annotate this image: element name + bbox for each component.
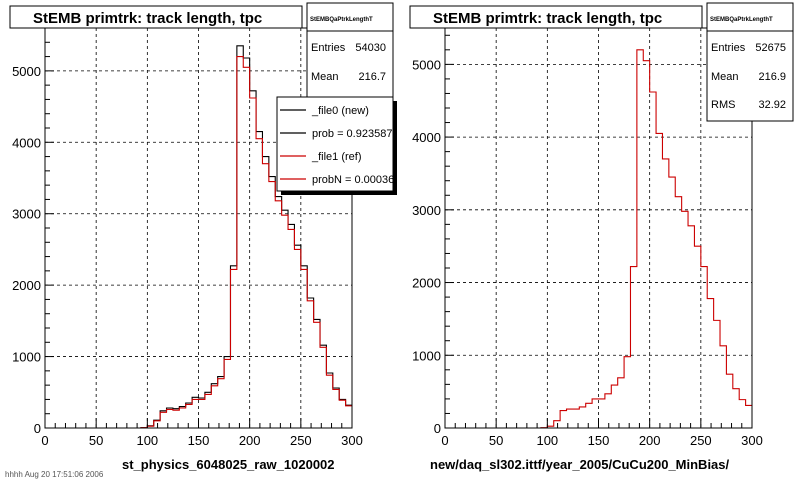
right-y-tick-label: 4000 <box>412 130 441 145</box>
left-stats-mean-value: 216.7 <box>358 71 386 83</box>
right-x-tick-label: 50 <box>489 433 503 448</box>
left-histogram-panel: 0 50 100 150 200 250 300010002000300040005000 … <box>9 2 397 472</box>
right-x-tick-label: 250 <box>690 433 712 448</box>
footer-timestamp: hhhh Aug 20 17:51:06 2006 <box>5 470 104 479</box>
right-y-tick-label: 1000 <box>412 348 441 363</box>
left-stats-entries-label: Entries <box>311 42 346 54</box>
right-stats-rms-value: 32.92 <box>758 99 786 111</box>
left-legend: _file0 (new) prob = 0.923587 _file1 (ref… <box>276 96 397 195</box>
right-x-tick-label: 0 <box>441 433 448 448</box>
left-x-tick-label: 0 <box>41 433 48 448</box>
right-x-tick-label: 150 <box>588 433 610 448</box>
left-x-tick-label: 250 <box>290 433 312 448</box>
right-x-tick-label: 300 <box>741 433 763 448</box>
right-stats-box: StEMBQaPtrkLengthT Entries 52675 Mean 21… <box>706 2 794 122</box>
right-histogram-panel: 0 50 100 150 200 250 300010002000300040005000 … <box>409 2 794 472</box>
legend-entry-prob: prob = 0.923587 <box>312 128 392 140</box>
left-x-tick-label: 300 <box>341 433 363 448</box>
left-y-tick-label: 0 <box>34 421 41 436</box>
right-stats-entries-value: 52675 <box>755 42 786 54</box>
legend-entry-file1: _file1 (ref) <box>311 151 362 163</box>
left-stats-mean-label: Mean <box>311 71 339 83</box>
right-y-tick-label: 2000 <box>412 276 441 291</box>
right-y-tick-label: 0 <box>434 421 441 436</box>
left-y-tick-label: 5000 <box>12 64 41 79</box>
left-x-tick-label: 50 <box>89 433 103 448</box>
left-title-box <box>9 5 303 29</box>
left-y-tick-label: 4000 <box>12 135 41 150</box>
legend-entry-probn: probN = 0.00036 <box>312 174 394 186</box>
right-stats-mean-label: Mean <box>711 71 739 83</box>
left-stats-name: StEMBQaPtrkLengthT <box>310 17 373 23</box>
left-x-tick-label: 200 <box>239 433 261 448</box>
right-x-axis-label: new/daq_sl302.ittf/year_2005/CuCu200_Min… <box>430 457 730 472</box>
right-stats-entries-label: Entries <box>711 42 746 54</box>
left-x-tick-label: 150 <box>188 433 210 448</box>
left-y-tick-label: 1000 <box>12 350 41 365</box>
right-grid <box>445 28 752 428</box>
left-y-tick-label: 2000 <box>12 278 41 293</box>
left-grid <box>45 28 352 428</box>
left-x-axis-label: st_physics_6048025_raw_1020002 <box>122 457 335 472</box>
right-x-tick-label: 100 <box>536 433 558 448</box>
right-stats-rms-label: RMS <box>711 99 735 111</box>
right-y-tick-label: 5000 <box>412 57 441 72</box>
left-stats-entries-value: 54030 <box>355 42 386 54</box>
right-chart-title: StEMB primtrk: track length, tpc <box>433 10 662 27</box>
left-x-tick-label: 100 <box>136 433 158 448</box>
right-stats-name: StEMBQaPtrkLengthT <box>710 17 773 23</box>
left-stats-box: StEMBQaPtrkLengthT Entries 54030 Mean 21… <box>306 2 394 98</box>
left-y-tick-label: 3000 <box>12 207 41 222</box>
left-chart-title: StEMB primtrk: track length, tpc <box>33 10 262 27</box>
right-y-tick-label: 3000 <box>412 203 441 218</box>
right-x-tick-label: 200 <box>639 433 661 448</box>
right-stats-mean-value: 216.9 <box>758 71 786 83</box>
right-title-box <box>409 5 703 29</box>
legend-entry-file0: _file0 (new) <box>311 105 369 117</box>
